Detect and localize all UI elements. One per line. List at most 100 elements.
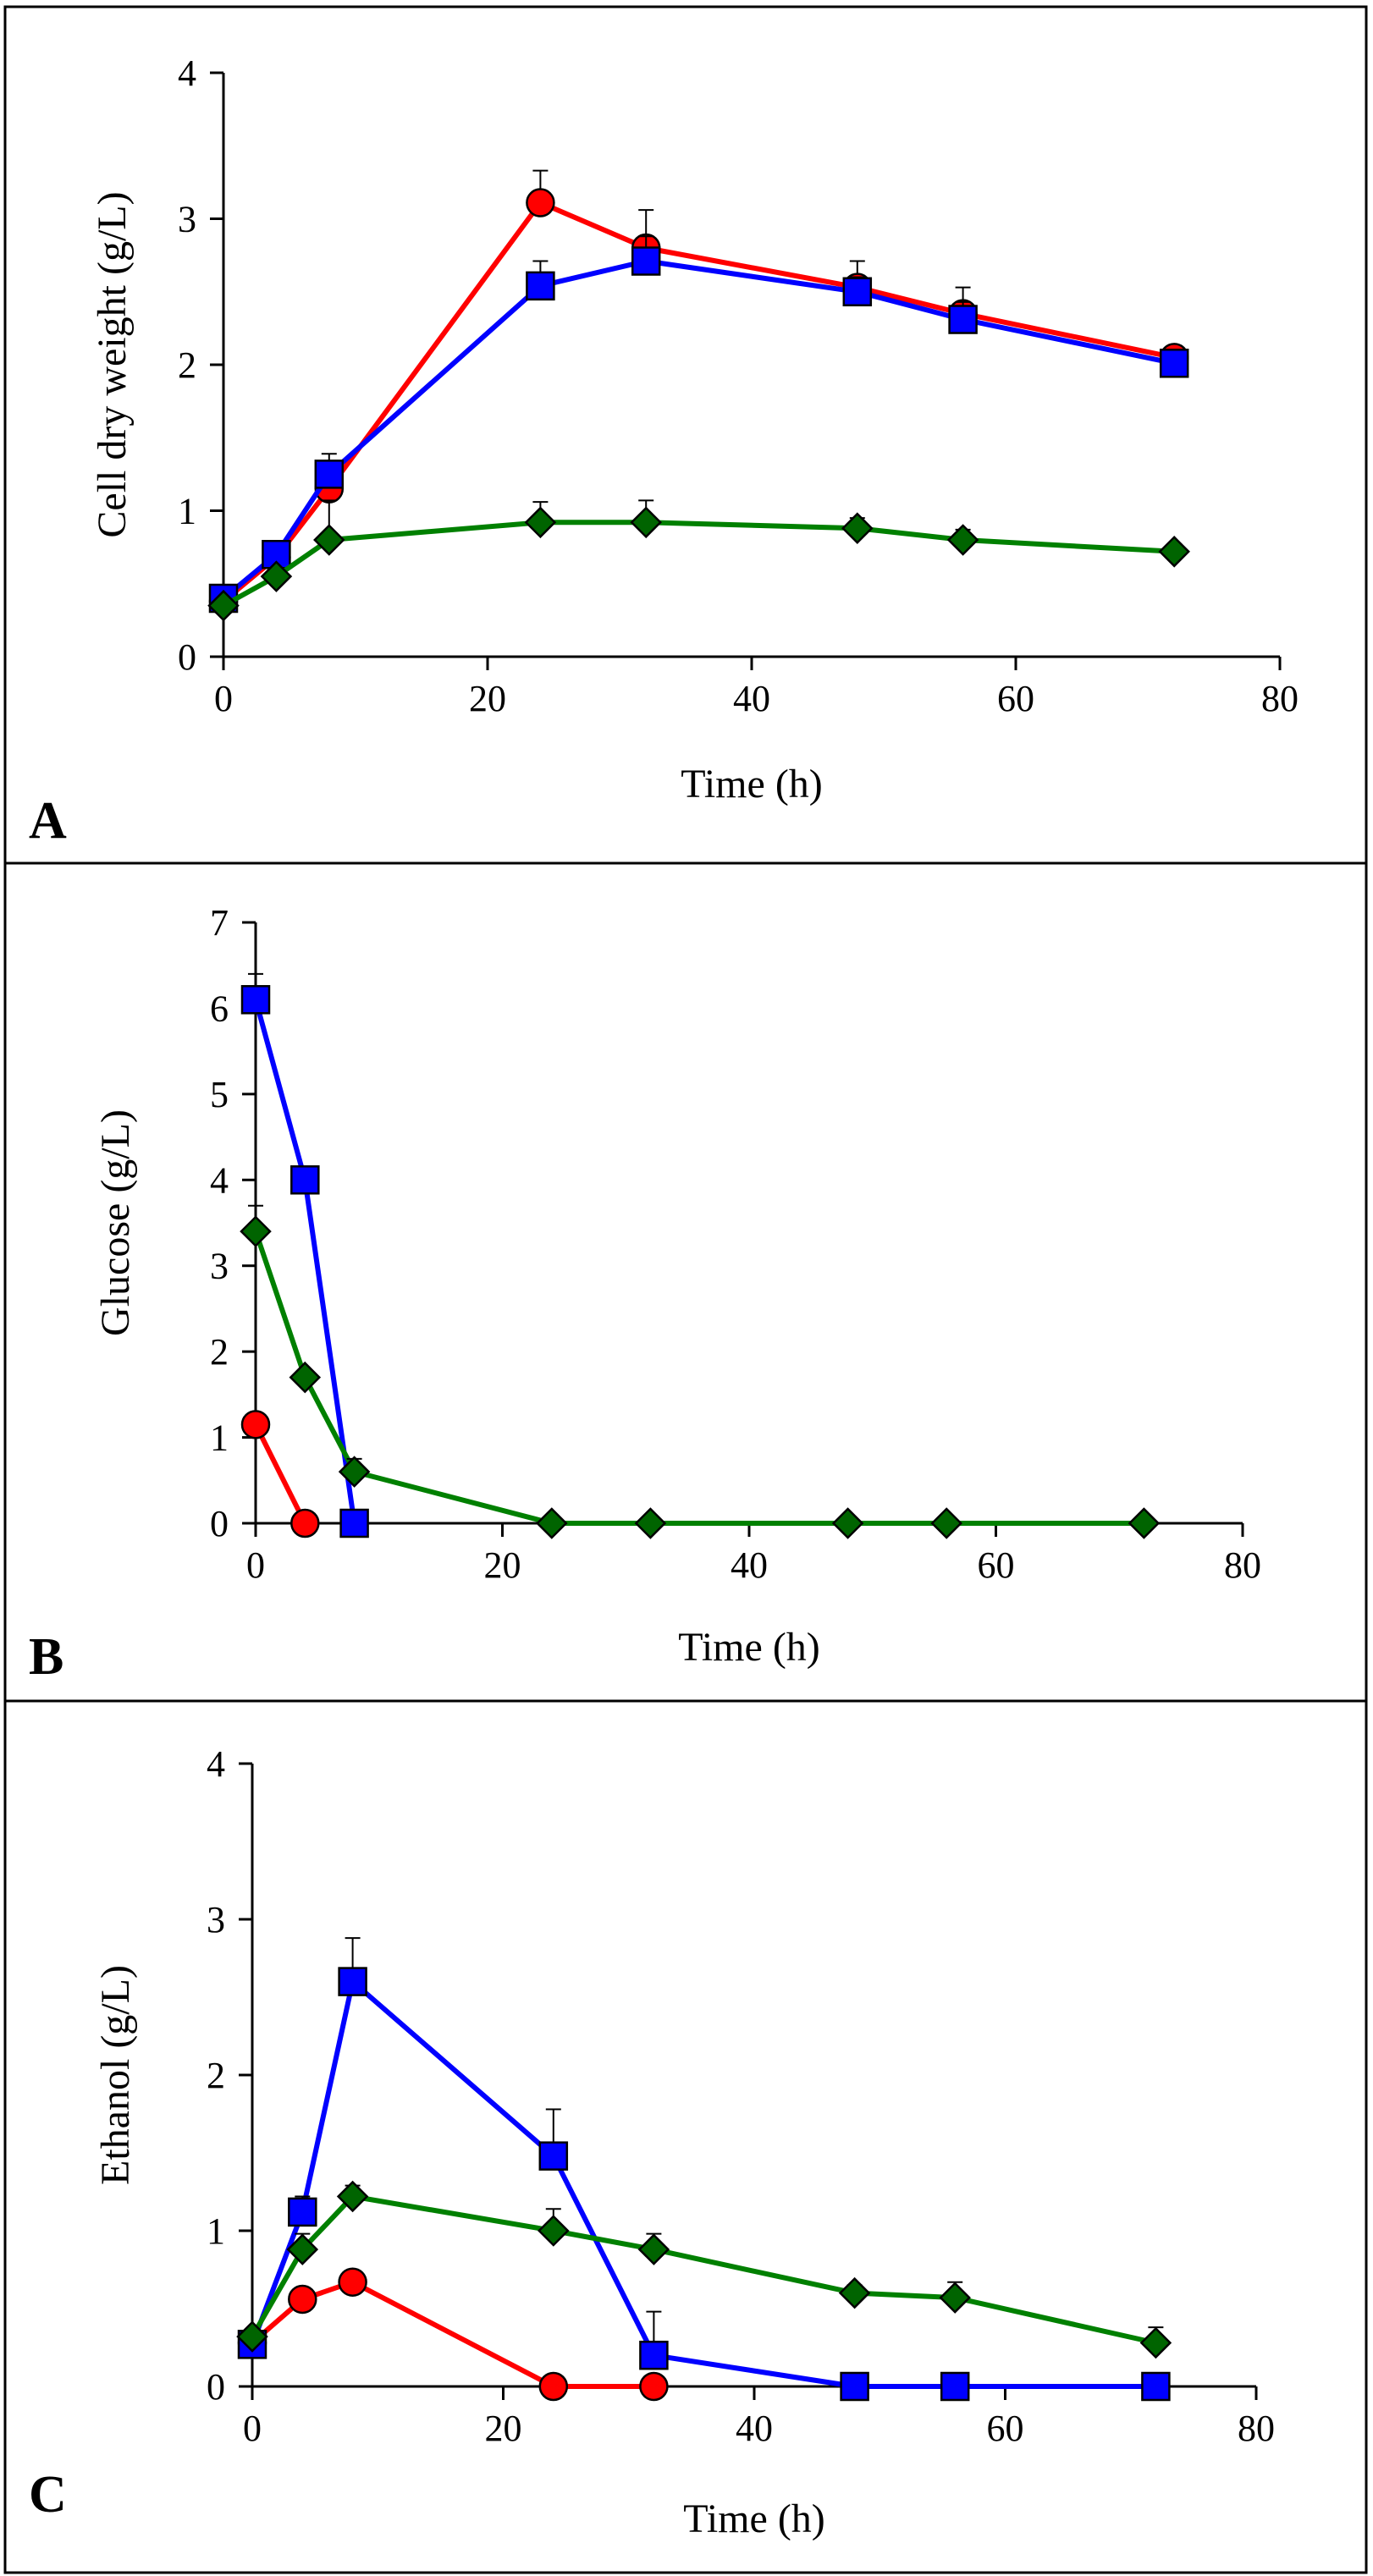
y-tick-label: 0 — [178, 636, 196, 678]
x-tick-label: 40 — [733, 678, 770, 719]
data-point — [838, 2276, 871, 2309]
series-blue-square — [208, 235, 1189, 614]
data-point — [939, 2282, 971, 2314]
x-tick-label: 20 — [485, 2408, 522, 2449]
data-point — [538, 2371, 569, 2402]
y-tick-label: 1 — [178, 491, 196, 532]
data-point — [260, 560, 293, 592]
x-axis-label: Time (h) — [678, 1625, 820, 1670]
y-tick-label: 2 — [178, 344, 196, 386]
y-tick-label: 1 — [207, 2210, 225, 2252]
series-red-circle — [237, 2267, 669, 2402]
y-tick-label: 5 — [210, 1074, 229, 1115]
series-line — [253, 1423, 307, 1525]
y-tick-label: 3 — [210, 1246, 229, 1287]
y-axis-label: Glucose (g/L) — [93, 1109, 138, 1336]
series-line — [222, 520, 1175, 608]
y-axis-label: Cell dry weight (g/L) — [90, 191, 135, 537]
x-tick-label: 40 — [736, 2408, 773, 2449]
x-tick-label: 80 — [1224, 1544, 1261, 1586]
series-line — [250, 2193, 1157, 2346]
y-tick-label: 4 — [210, 1159, 229, 1201]
data-point — [526, 188, 555, 217]
series-line — [253, 1230, 1144, 1526]
data-point — [207, 589, 240, 622]
panel-a: 0 20 40 60 80 0 1 2 3 4 Time (h) Cell dry weight (g… — [3, 5, 1368, 865]
data-point — [538, 2215, 570, 2247]
series-blue-square — [237, 1937, 1171, 2402]
y-tick-label: 0 — [207, 2366, 225, 2408]
series-green-diamond — [207, 499, 1190, 622]
data-point — [1139, 2326, 1172, 2359]
data-point — [313, 524, 345, 556]
data-point — [639, 2371, 669, 2402]
data-point — [948, 305, 978, 334]
series-red-circle — [208, 169, 1189, 616]
series-green-diamond — [236, 2180, 1172, 2359]
y-tick-label: 3 — [178, 199, 196, 240]
y-tick-label: 3 — [207, 1899, 225, 1940]
data-point — [288, 2284, 317, 2315]
data-point — [930, 1507, 962, 1539]
y-tick-label: 6 — [210, 988, 229, 1029]
y-axis-label: Ethanol (g/L) — [93, 1965, 138, 2185]
x-tick-label: 60 — [997, 678, 1034, 719]
data-point — [338, 1456, 371, 1488]
data-point — [240, 1215, 272, 1247]
data-point — [338, 2267, 367, 2297]
panel-letter: A — [29, 792, 67, 850]
series-red-circle — [240, 1410, 320, 1538]
data-point — [289, 1361, 322, 1394]
x-tick-label: 0 — [214, 678, 233, 719]
series-green-diamond — [240, 1204, 1161, 1539]
series-blue-square — [240, 972, 369, 1538]
data-point — [338, 1967, 367, 1996]
x-tick-label: 60 — [987, 2408, 1024, 2449]
data-point — [536, 1507, 568, 1539]
data-point — [1159, 349, 1189, 378]
x-tick-label: 80 — [1261, 678, 1299, 719]
y-tick-label: 4 — [207, 1743, 225, 1785]
x-tick-label: 0 — [246, 1544, 265, 1586]
x-tick-label: 20 — [484, 1544, 521, 1586]
panel-border — [3, 5, 1368, 865]
y-tick-label: 2 — [210, 1331, 229, 1373]
y-tick-label: 2 — [207, 2055, 225, 2096]
panel-c: 0 20 40 60 80 0 1 2 3 4 Time (h) Ethanol (g/L) C — [3, 1699, 1368, 2574]
data-point — [314, 460, 345, 489]
series-line — [250, 1979, 1156, 2389]
data-point — [1128, 1507, 1161, 1539]
y-tick-label: 4 — [178, 52, 196, 94]
data-point — [240, 985, 271, 1015]
x-axis-label: Time (h) — [681, 762, 823, 806]
data-point — [538, 2141, 569, 2171]
data-point — [831, 1507, 864, 1539]
data-point — [336, 2180, 369, 2213]
data-point — [840, 2371, 869, 2402]
panel-b: 0 20 40 60 80 0 1 2 3 4 5 6 7 Time (h) Glucose (g/L) B — [3, 861, 1368, 1703]
data-point — [631, 246, 661, 276]
panel-letter: B — [29, 1628, 63, 1686]
data-point — [288, 2197, 317, 2227]
data-point — [639, 2340, 669, 2370]
data-point — [637, 2233, 670, 2265]
data-point — [290, 1165, 320, 1195]
x-tick-label: 40 — [731, 1544, 768, 1586]
data-point — [1158, 536, 1190, 568]
data-point — [236, 2320, 268, 2353]
data-point — [630, 506, 662, 539]
data-point — [841, 512, 874, 544]
x-tick-label: 0 — [243, 2408, 262, 2449]
data-point — [290, 1508, 320, 1538]
data-point — [240, 1410, 271, 1439]
data-point — [634, 1507, 667, 1539]
x-tick-label: 80 — [1238, 2408, 1275, 2449]
series-line — [222, 258, 1175, 601]
y-tick-label: 7 — [210, 902, 229, 944]
y-tick-label: 0 — [210, 1503, 229, 1544]
panel-border — [3, 1699, 1368, 2574]
data-point — [1141, 2371, 1171, 2402]
y-tick-label: 1 — [210, 1417, 229, 1459]
x-axis-label: Time (h) — [683, 2496, 825, 2541]
